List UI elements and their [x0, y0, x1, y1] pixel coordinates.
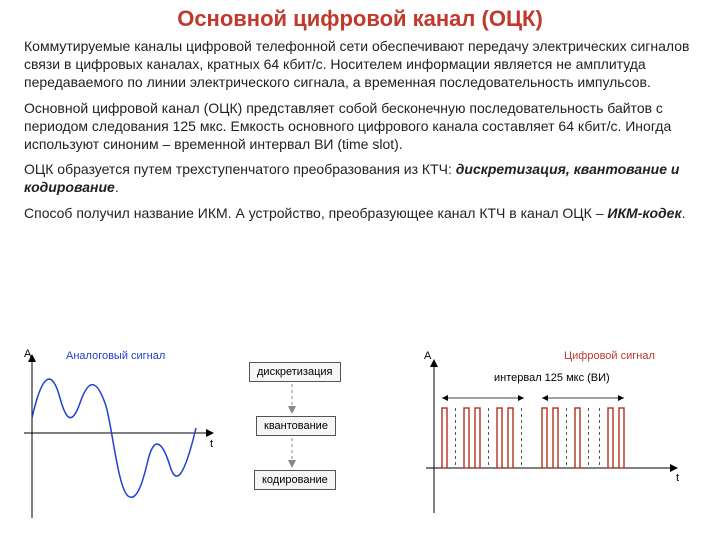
digital-interval-label: интервал 125 мкс (ВИ) — [494, 372, 610, 384]
paragraph-2: Основной цифровой канал (ОЦК) представля… — [0, 100, 720, 154]
p3-tail: . — [115, 179, 119, 195]
paragraph-3: ОЦК образуется путем трехступенчатого пр… — [0, 161, 720, 197]
digital-label: Цифровой сигнал — [564, 350, 655, 362]
analog-label: Аналоговый сигнал — [66, 350, 165, 362]
p4-codec: ИКМ-кодек — [607, 205, 681, 221]
paragraph-1: Коммутируемые каналы цифровой телефонной… — [0, 38, 720, 92]
diagram-container: А t Аналоговый сигнал дискретизация кван… — [24, 348, 696, 536]
analog-axis-y-label: А — [24, 348, 31, 360]
paragraph-4: Способ получил название ИКМ. А устройств… — [0, 205, 720, 223]
digital-axis-x-label: t — [676, 472, 679, 484]
stage-arrows — [239, 348, 359, 528]
p4-lead: Способ получил название ИКМ. А устройств… — [24, 205, 607, 221]
analog-waveform — [24, 348, 224, 528]
p4-tail: . — [682, 205, 686, 221]
digital-axis-y-label: А — [424, 350, 431, 362]
p3-lead: ОЦК образуется путем трехступенчатого пр… — [24, 161, 456, 177]
analog-axis-x-label: t — [210, 438, 213, 450]
page-title: Основной цифровой канал (ОЦК) — [0, 6, 720, 32]
